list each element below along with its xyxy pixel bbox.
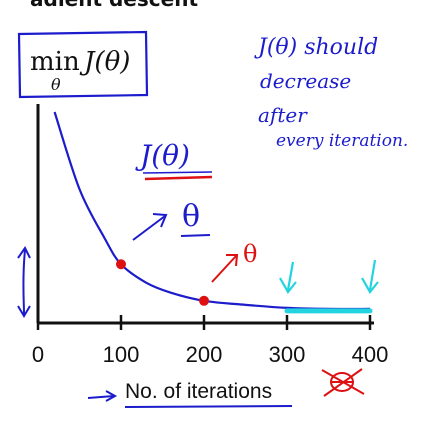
note-line-2: decrease: [260, 69, 351, 93]
theta-label-blue: θ: [182, 199, 200, 234]
curve-label-underline-blue: [142, 171, 213, 174]
x-tick-label: 400: [352, 342, 389, 367]
theta-arrow-red: [211, 254, 239, 283]
x-tick-label: 300: [269, 342, 306, 367]
formula-subscript: θ: [51, 75, 61, 94]
header-fragment: adient descent: [30, 0, 198, 11]
x-axis-label: No. of iterations: [125, 380, 272, 403]
theta-underline-blue: [180, 234, 211, 237]
x-tick-label: 100: [103, 342, 140, 367]
note-line-1: J(θ) should: [254, 35, 378, 60]
formula-min: min: [30, 47, 80, 77]
convergence-arrow-right: [361, 259, 379, 294]
x-tick-labels: 0 100 200 300 400: [32, 342, 388, 367]
crossed-theta-icon: [321, 368, 365, 397]
cost-curve-line: [53, 111, 371, 311]
highlighted-point: [199, 295, 209, 306]
handwritten-note: J(θ) should decrease after every iterati…: [254, 35, 408, 151]
x-tick-marks: [36, 315, 372, 330]
theta-arrow-blue: [132, 213, 168, 241]
axes: [36, 104, 374, 325]
formula-expr: J(θ): [79, 47, 130, 77]
curve-label-underline-red: [144, 175, 213, 181]
formula-box: min J(θ) θ: [17, 30, 149, 99]
y-range-arrow: [17, 246, 31, 318]
note-line-4: every iteration.: [276, 131, 408, 151]
x-tick-label: 0: [32, 342, 44, 367]
curve-label: J(θ): [135, 139, 190, 172]
xlabel-arrow: [87, 390, 118, 402]
note-line-3: after: [258, 103, 308, 127]
convergence-arrow-left: [279, 261, 297, 294]
theta-label-red: θ: [243, 240, 257, 268]
formula-box-border: [17, 30, 149, 99]
highlighted-points: [116, 259, 209, 306]
x-axis-label-underline: [124, 405, 293, 408]
x-tick-label: 200: [186, 342, 223, 367]
highlighted-point: [116, 259, 126, 270]
